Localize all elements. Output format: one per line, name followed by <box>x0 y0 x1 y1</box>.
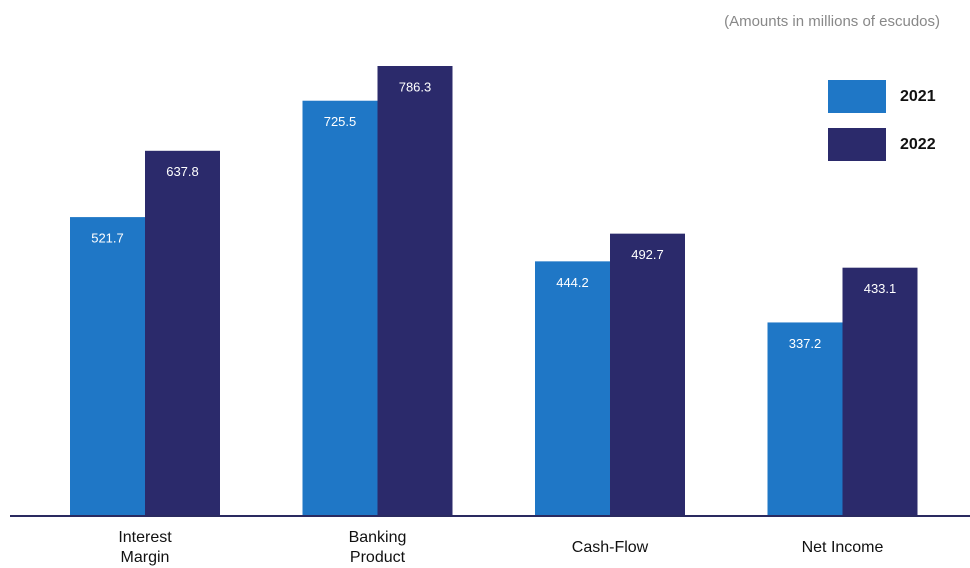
x-tick-label: Interest Margin <box>118 529 172 566</box>
bar <box>302 100 378 515</box>
value-label: 786.3 <box>399 79 432 94</box>
legend-label: 2022 <box>900 136 936 153</box>
bar <box>70 217 145 515</box>
value-label: 433.1 <box>864 281 897 296</box>
value-label: 521.7 <box>91 231 124 246</box>
bar <box>767 322 843 515</box>
value-label: 725.5 <box>324 114 357 129</box>
value-label: 492.7 <box>631 247 664 262</box>
bar <box>610 233 685 515</box>
bar <box>377 66 453 515</box>
x-tick-label: Banking Product <box>348 529 407 566</box>
legend-swatch <box>828 128 886 161</box>
value-label: 444.2 <box>556 275 589 290</box>
x-tick-label: Cash-Flow <box>571 539 649 556</box>
bar <box>842 267 918 515</box>
x-tick-label: Net Income <box>801 539 884 556</box>
bar <box>535 261 610 515</box>
note: (Amounts in millions of escudos) <box>724 13 940 30</box>
bar <box>145 150 220 515</box>
value-label: 637.8 <box>166 164 199 179</box>
legend-label: 2021 <box>900 88 936 105</box>
legend-swatch <box>828 80 886 113</box>
value-label: 337.2 <box>789 336 822 351</box>
